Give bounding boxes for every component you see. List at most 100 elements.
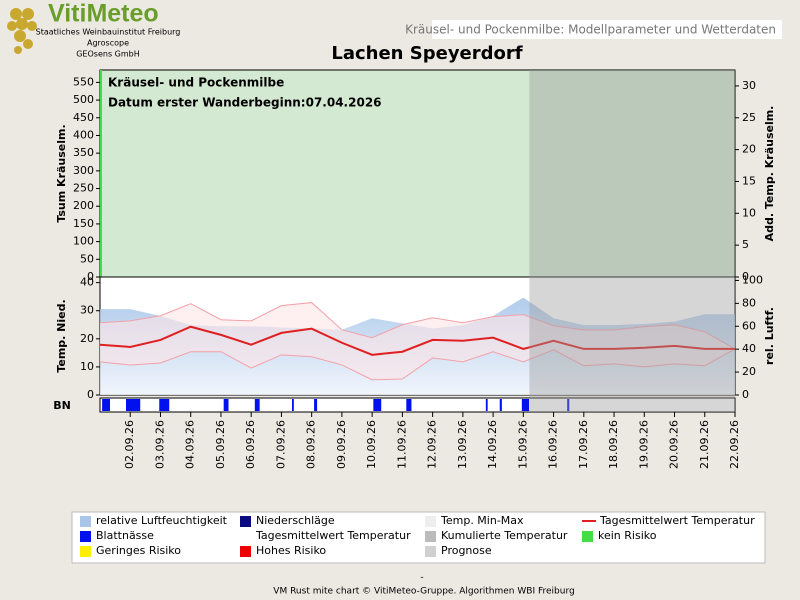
y2-tick-label: 15 xyxy=(742,174,756,187)
temp-mean-line xyxy=(99,325,735,356)
logo-text: VitiMeteo xyxy=(48,0,159,28)
y-tick-label: 550 xyxy=(73,75,94,88)
y2-tick-label: 40 xyxy=(742,342,756,355)
legend-label: Geringes Risiko xyxy=(96,544,181,557)
legend-label: Tagesmittelwert Temperatur xyxy=(599,514,755,527)
plot-area xyxy=(99,69,736,278)
x-tick-label: 12.09.26 xyxy=(426,420,439,469)
annotation: Kräusel- und Pockenmilbe xyxy=(108,76,284,90)
legend-label: Hohes Risiko xyxy=(256,544,326,557)
y-tick-label: 200 xyxy=(73,199,94,212)
x-tick-label: 07.09.26 xyxy=(274,420,287,469)
logo-line: GEOsens GmbH xyxy=(76,50,140,59)
legend-swatch xyxy=(425,531,436,542)
x-tick-label: 22.09.26 xyxy=(728,420,741,469)
y2-tick-label: 80 xyxy=(742,296,756,309)
x-tick-label: 21.09.26 xyxy=(698,420,711,469)
legend-label: Temp. Min-Max xyxy=(440,514,524,527)
bn-label: BN xyxy=(53,399,71,412)
legend-swatch xyxy=(240,516,251,527)
bn-bar xyxy=(567,399,570,411)
x-tick-label: 14.09.26 xyxy=(486,420,499,469)
y-tick-label: 250 xyxy=(73,182,94,195)
plot: 0 50 100 150 200 250 300 350 400 450 500 550 0 5 10 15 2… xyxy=(53,69,776,469)
x-tick-label: 17.09.26 xyxy=(577,420,590,469)
x-tick-label: 04.09.26 xyxy=(184,420,197,469)
y-tick-label: 10 xyxy=(80,360,94,373)
y-axis-label: Temp. Nied. xyxy=(55,299,68,372)
legend-swatch xyxy=(80,546,91,557)
temp-min-line xyxy=(99,348,736,381)
y2-tick-label: 10 xyxy=(742,206,756,219)
legend-label: Kumulierte Temperatur xyxy=(441,529,568,542)
bn-bar xyxy=(521,399,530,411)
y2-tick-label: 100 xyxy=(742,273,763,286)
y-tick-label: 20 xyxy=(80,332,94,345)
y-tick-label: 40 xyxy=(80,276,94,289)
logo-grapes xyxy=(7,8,37,54)
page-title: Lachen Speyerdorf xyxy=(331,43,522,64)
x-tick-label: 09.09.26 xyxy=(335,420,348,469)
x-tick-label: 08.09.26 xyxy=(305,420,318,469)
bn-bar xyxy=(373,399,382,411)
x-tick-label: 15.09.26 xyxy=(516,420,529,469)
legend-label: relative Luftfeuchtigkeit xyxy=(96,514,228,527)
y2-tick-label: 0 xyxy=(742,388,749,401)
legend-swatch xyxy=(80,531,91,542)
legend-swatch xyxy=(425,546,436,557)
bn-bar xyxy=(254,399,260,411)
y2-tick-label: 60 xyxy=(742,319,756,332)
y-tick-label: 150 xyxy=(73,217,94,230)
bn-bar xyxy=(223,399,229,411)
legend-swatch xyxy=(425,516,436,527)
y-tick-label: 400 xyxy=(73,128,94,141)
x-tick-label: 03.09.26 xyxy=(153,420,166,469)
y-tick-label: 100 xyxy=(73,235,94,248)
footer-credit: VM Rust mite chart © VitiMeteo-Gruppe. A… xyxy=(273,587,574,597)
legend-swatch xyxy=(240,546,251,557)
bn-bar xyxy=(485,399,488,411)
legend-label: Niederschläge xyxy=(256,514,335,527)
y2-tick-label: 25 xyxy=(742,111,756,124)
x-tick-label: 20.09.26 xyxy=(668,420,681,469)
y-tick-label: 350 xyxy=(73,146,94,159)
x-tick-label: 06.09.26 xyxy=(244,420,257,469)
y-tick-label: 500 xyxy=(73,93,94,106)
y2-axis-label: Add. Temp. Kräuselm. xyxy=(763,106,776,242)
x-tick-label: 18.09.26 xyxy=(607,420,620,469)
logo-line: Staatliches Weinbauinstitut Freiburg xyxy=(36,28,181,37)
y2-tick-label: 20 xyxy=(742,143,756,156)
bn-bar xyxy=(102,399,110,411)
legend-label: Prognose xyxy=(441,544,492,557)
x-tick-label: 19.09.26 xyxy=(637,420,650,469)
y-tick-label: 450 xyxy=(73,111,94,124)
legend-swatch xyxy=(582,531,593,542)
y-tick-label: 30 xyxy=(80,304,94,317)
tab-label[interactable]: Kräusel- und Pockenmilbe: Modellparamete… xyxy=(405,23,776,37)
y-tick-label: 300 xyxy=(73,164,94,177)
legend-box xyxy=(71,511,766,564)
temp-band xyxy=(100,302,735,380)
y-axis-label: Tsum Kräuselm. xyxy=(55,124,68,222)
bn-bar xyxy=(159,399,170,411)
x-tick-label: 13.09.26 xyxy=(456,420,469,469)
bn-bar xyxy=(406,399,412,411)
y2-axis-label: rel. Luftf. xyxy=(763,307,776,365)
bn-bar xyxy=(126,399,141,411)
legend-swatch xyxy=(240,531,251,542)
legend-label: Blattnässe xyxy=(96,529,154,542)
y-tick-label: 0 xyxy=(87,388,94,401)
y-tick-label: 50 xyxy=(80,252,94,265)
footer-dash: - xyxy=(420,573,423,583)
logo-line: Agroscope xyxy=(87,39,129,48)
y2-tick-label: 5 xyxy=(742,238,749,251)
bn-bar xyxy=(314,399,318,411)
x-tick-label: 10.09.26 xyxy=(365,420,378,469)
x-tick-label: 05.09.26 xyxy=(214,420,227,469)
tab[interactable] xyxy=(432,20,782,39)
y2-tick-label: 30 xyxy=(742,79,756,92)
legend-label: kein Risiko xyxy=(598,529,657,542)
bn-bar xyxy=(292,399,294,411)
bn-bar xyxy=(499,399,502,411)
